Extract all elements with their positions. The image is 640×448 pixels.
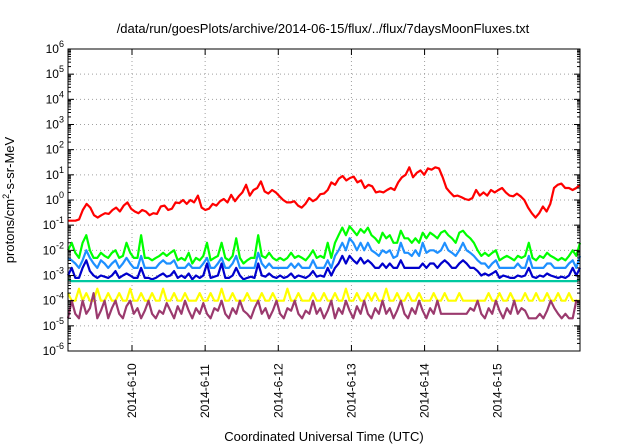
y-tick-exponent: 3 [59, 115, 64, 125]
y-tick-base: 10 [46, 193, 60, 207]
y-tick-base: 10 [46, 42, 60, 56]
y-tick-base: 10 [43, 294, 57, 308]
y-tick-label: 10-5 [43, 316, 64, 333]
y-tick-base: 10 [43, 218, 57, 232]
series-line-1 [68, 166, 581, 222]
y-tick-base: 10 [46, 168, 60, 182]
y-axis-ticks: 10-610-510-410-310-210-11001011021031041… [43, 39, 580, 358]
y-tick-label: 10-2 [43, 240, 64, 257]
series-line-5 [67, 278, 581, 283]
y-tick-exponent: 6 [59, 39, 64, 49]
y-tick-base: 10 [46, 67, 60, 81]
y-axis-label-rest: -s-sr-MeV [2, 136, 17, 193]
series-line-2 [67, 225, 582, 265]
x-tick-label: 2014-6-12 [271, 363, 285, 418]
y-tick-base: 10 [46, 118, 60, 132]
y-tick-exponent: -6 [56, 341, 64, 351]
y-axis-label-main: protons/cm [2, 199, 17, 263]
y-tick-label: 100 [46, 190, 64, 207]
y-tick-exponent: -1 [56, 215, 64, 225]
y-tick-label: 106 [46, 39, 64, 56]
series-line-6 [67, 287, 580, 302]
series-layer [66, 166, 582, 320]
series-line-7 [66, 292, 581, 320]
x-tick-label: 2014-6-10 [125, 363, 139, 418]
series-line-4 [67, 254, 581, 281]
chart-title: /data/run/goesPlots/archive/2014-06-15/f… [117, 21, 530, 36]
y-tick-label: 101 [46, 165, 64, 182]
y-tick-label: 10-1 [43, 215, 64, 232]
x-tick-label: 2014-6-13 [344, 363, 358, 418]
y-tick-exponent: -3 [56, 266, 64, 276]
y-tick-base: 10 [46, 92, 60, 106]
x-tick-label: 2014-6-15 [491, 363, 505, 418]
y-tick-base: 10 [43, 344, 57, 358]
y-tick-label: 103 [46, 115, 64, 132]
y-tick-exponent: 1 [59, 165, 64, 175]
y-tick-label: 10-3 [43, 266, 64, 283]
y-tick-label: 10-4 [43, 291, 64, 308]
y-tick-exponent: 2 [59, 140, 64, 150]
series-line-3 [67, 237, 582, 269]
y-tick-base: 10 [43, 269, 57, 283]
y-tick-label: 10-6 [43, 341, 64, 358]
y-axis-label-sup: 2 [1, 194, 11, 199]
y-tick-exponent: -5 [56, 316, 64, 326]
y-tick-label: 102 [46, 140, 64, 157]
y-tick-exponent: 5 [59, 64, 64, 74]
y-tick-base: 10 [46, 143, 60, 157]
y-tick-label: 105 [46, 64, 64, 81]
x-tick-label: 2014-6-14 [418, 363, 432, 418]
y-tick-exponent: 0 [59, 190, 64, 200]
y-tick-base: 10 [43, 319, 57, 333]
y-tick-exponent: -4 [56, 291, 64, 301]
x-tick-label: 2014-6-11 [198, 364, 212, 418]
y-axis-label: protons/cm2-s-sr-MeV [1, 136, 17, 263]
x-axis-label: Coordinated Universal Time (UTC) [224, 429, 423, 444]
x-axis-ticks: 2014-6-10 2014-6-11 2014-6-12 2014-6-13 2014… [125, 49, 505, 418]
y-tick-exponent: 4 [59, 89, 64, 99]
grid [68, 49, 580, 351]
y-tick-exponent: -2 [56, 240, 64, 250]
y-tick-label: 104 [46, 89, 64, 106]
y-tick-base: 10 [43, 243, 57, 257]
